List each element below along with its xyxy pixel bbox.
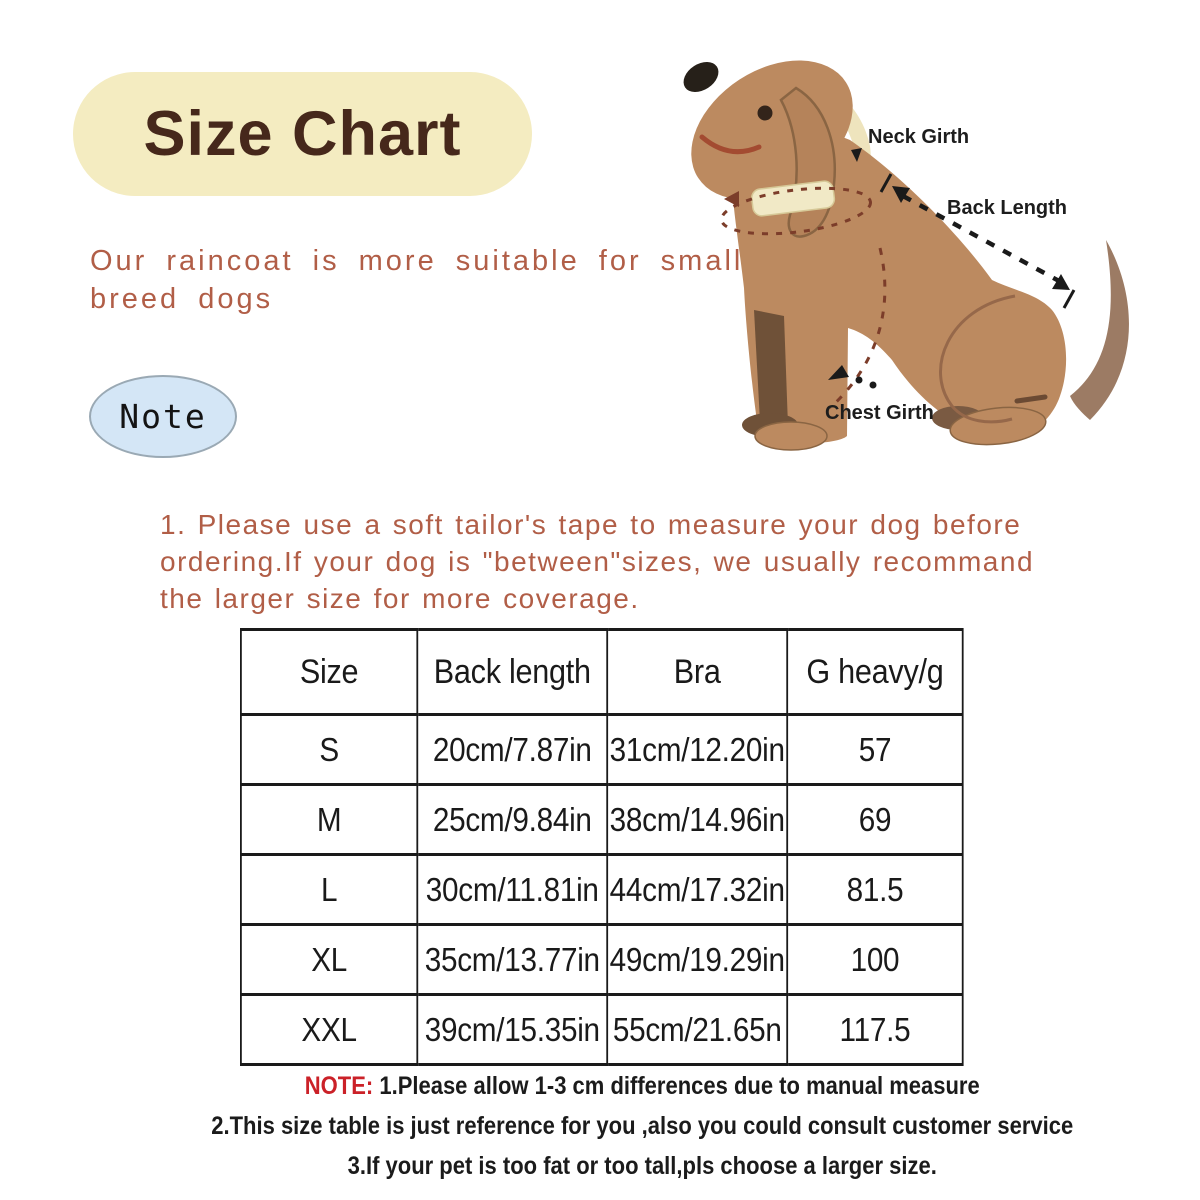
neck-girth-arrowhead bbox=[724, 191, 739, 207]
instruction-line: the larger size for more coverage. bbox=[160, 583, 640, 614]
size-table: Size Back length Bra G heavy/g S 20cm/7.… bbox=[239, 628, 964, 1066]
subtitle: Our raincoat is more suitable for small … bbox=[90, 245, 744, 315]
table-cell: 38cm/14.96in bbox=[606, 783, 789, 856]
measuring-instructions: 1. Please use a soft tailor's tape to me… bbox=[160, 506, 1034, 617]
dog-collar bbox=[751, 180, 836, 217]
dog-tail-shape bbox=[1070, 240, 1129, 420]
table-cell: 31cm/12.20in bbox=[606, 713, 789, 786]
dog-rear-toe-line bbox=[1014, 394, 1048, 404]
back-length-arrowhead-start bbox=[892, 186, 910, 203]
table-cell: 30cm/11.81in bbox=[416, 853, 609, 926]
back-length-tick-start bbox=[879, 173, 893, 193]
table-row: M 25cm/9.84in 38cm/14.96in 69 bbox=[239, 783, 964, 856]
footnote-line: 3.If your pet is too fat or too tall,pls… bbox=[347, 1152, 937, 1180]
table-row: S 20cm/7.87in 31cm/12.20in 57 bbox=[239, 713, 964, 786]
back-length-label: Back Length bbox=[947, 197, 1067, 219]
table-cell: 57 bbox=[786, 713, 964, 786]
table-cell: 117.5 bbox=[786, 993, 964, 1066]
back-length-arrowhead-end bbox=[1052, 274, 1070, 290]
note-badge-label: Note bbox=[119, 397, 207, 436]
dog-front-paw bbox=[754, 421, 828, 451]
column-header-g-heavy: G heavy/g bbox=[786, 628, 964, 716]
table-cell: 49cm/19.29in bbox=[606, 923, 789, 996]
dog-rear-paw bbox=[949, 406, 1047, 446]
table-row: L 30cm/11.81in 44cm/17.32in 81.5 bbox=[239, 853, 964, 926]
table-header-row: Size Back length Bra G heavy/g bbox=[239, 628, 964, 716]
neck-girth-dashes bbox=[720, 186, 872, 236]
table-cell: L bbox=[239, 853, 419, 926]
table-cell: 44cm/17.32in bbox=[606, 853, 789, 926]
column-header-size: Size bbox=[239, 628, 419, 716]
footnote-line: 2.This size table is just reference for … bbox=[211, 1112, 1074, 1140]
chest-girth-dot bbox=[855, 376, 863, 384]
table-cell: XXL bbox=[239, 993, 419, 1066]
table-cell: M bbox=[239, 783, 419, 856]
dog-measurement-diagram: Neck Girth Back Length Chest Girth bbox=[683, 60, 1129, 451]
table-cell: 55cm/21.65n bbox=[606, 993, 789, 1066]
table-cell: 20cm/7.87in bbox=[416, 713, 609, 786]
footnote-note-label: NOTE: bbox=[304, 1072, 374, 1100]
back-length-tick-end bbox=[1062, 289, 1076, 309]
instruction-line: 1. Please use a soft tailor's tape to me… bbox=[160, 509, 1022, 540]
table-cell: 69 bbox=[786, 783, 964, 856]
dog-far-front-leg bbox=[754, 310, 788, 426]
dog-smile bbox=[699, 134, 762, 155]
table-cell: 81.5 bbox=[786, 853, 964, 926]
column-header-back-length: Back length bbox=[416, 628, 609, 716]
neck-girth-pointer bbox=[851, 148, 862, 162]
footnote-line: NOTE: 1.Please allow 1-3 cm differences … bbox=[156, 1066, 1128, 1106]
instruction-line: ordering.If your dog is "between"sizes, … bbox=[160, 546, 1035, 577]
neck-girth-label: Neck Girth bbox=[868, 126, 969, 148]
table-cell: XL bbox=[239, 923, 419, 996]
table-cell: 100 bbox=[786, 923, 964, 996]
chest-girth-dot bbox=[869, 381, 877, 389]
column-header-bra: Bra bbox=[606, 628, 789, 716]
dog-eye bbox=[757, 105, 773, 121]
note-badge: Note bbox=[89, 375, 237, 458]
dog-thigh-outline bbox=[939, 294, 1016, 424]
table-row: XXL 39cm/15.35in 55cm/21.65n 117.5 bbox=[239, 993, 964, 1066]
dog-nose bbox=[683, 61, 719, 93]
table-row: XL 35cm/13.77in 49cm/19.29in 100 bbox=[239, 923, 964, 996]
page-title: Size Chart bbox=[143, 99, 462, 169]
table-cell: 39cm/15.35in bbox=[416, 993, 609, 1066]
table-cell: S bbox=[239, 713, 419, 786]
footnote-text: 1.Please allow 1-3 cm differences due to… bbox=[379, 1072, 980, 1100]
table-cell: 25cm/9.84in bbox=[416, 783, 609, 856]
title-pill: Size Chart bbox=[73, 72, 532, 196]
chest-girth-arrowhead bbox=[828, 365, 849, 380]
chest-girth-label: Chest Girth bbox=[825, 402, 934, 424]
table-cell: 35cm/13.77in bbox=[416, 923, 609, 996]
chest-girth-dashes bbox=[828, 247, 887, 410]
footnote: NOTE: 1.Please allow 1-3 cm differences … bbox=[72, 1066, 1128, 1186]
